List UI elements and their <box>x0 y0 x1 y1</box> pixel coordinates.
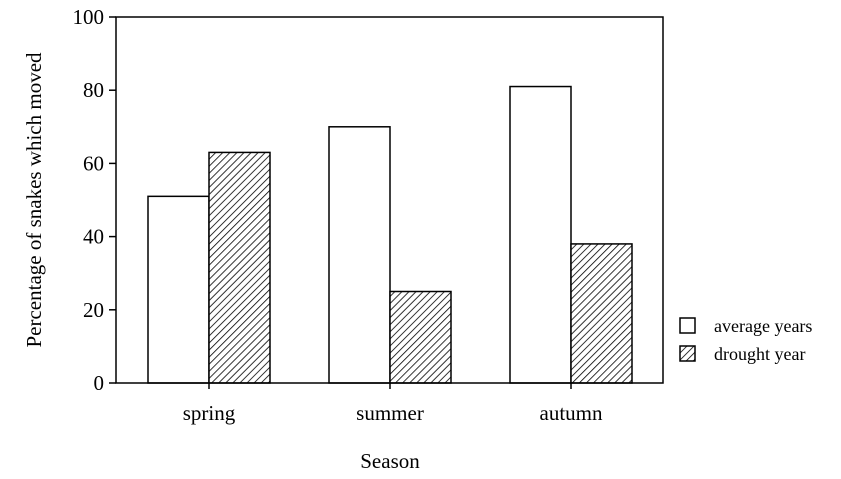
bar-summer-average-years <box>328 126 391 384</box>
x-category-label-summer: summer <box>356 401 424 425</box>
bar-spring-average-years <box>147 195 210 384</box>
y-tick-label: 0 <box>94 371 105 395</box>
y-tick-label: 100 <box>73 5 105 29</box>
y-tick-label: 80 <box>83 78 104 102</box>
y-ticks: 0 20 40 60 80 100 <box>73 5 116 395</box>
legend: average years drought year <box>679 316 812 364</box>
bar-autumn-average-years <box>509 85 572 384</box>
x-category-label-spring: spring <box>183 401 236 425</box>
legend-label-drought-year: drought year <box>714 344 805 364</box>
y-tick-label: 20 <box>83 298 104 322</box>
x-category-label-autumn: autumn <box>540 401 603 425</box>
x-categories: spring summer autumn <box>183 383 603 425</box>
legend-swatch-drought-year <box>679 345 696 362</box>
bars-layer <box>147 85 633 384</box>
legend-label-average-years: average years <box>714 316 812 336</box>
bar-autumn-drought-year <box>570 243 633 384</box>
y-axis-title: Percentage of snakes which moved <box>22 52 46 348</box>
bar-summer-drought-year <box>389 290 452 384</box>
y-tick-label: 60 <box>83 151 104 175</box>
legend-swatch-average-years <box>679 317 696 334</box>
bar-spring-drought-year <box>208 151 271 384</box>
y-tick-label: 40 <box>83 225 104 249</box>
x-axis-title: Season <box>360 449 420 473</box>
